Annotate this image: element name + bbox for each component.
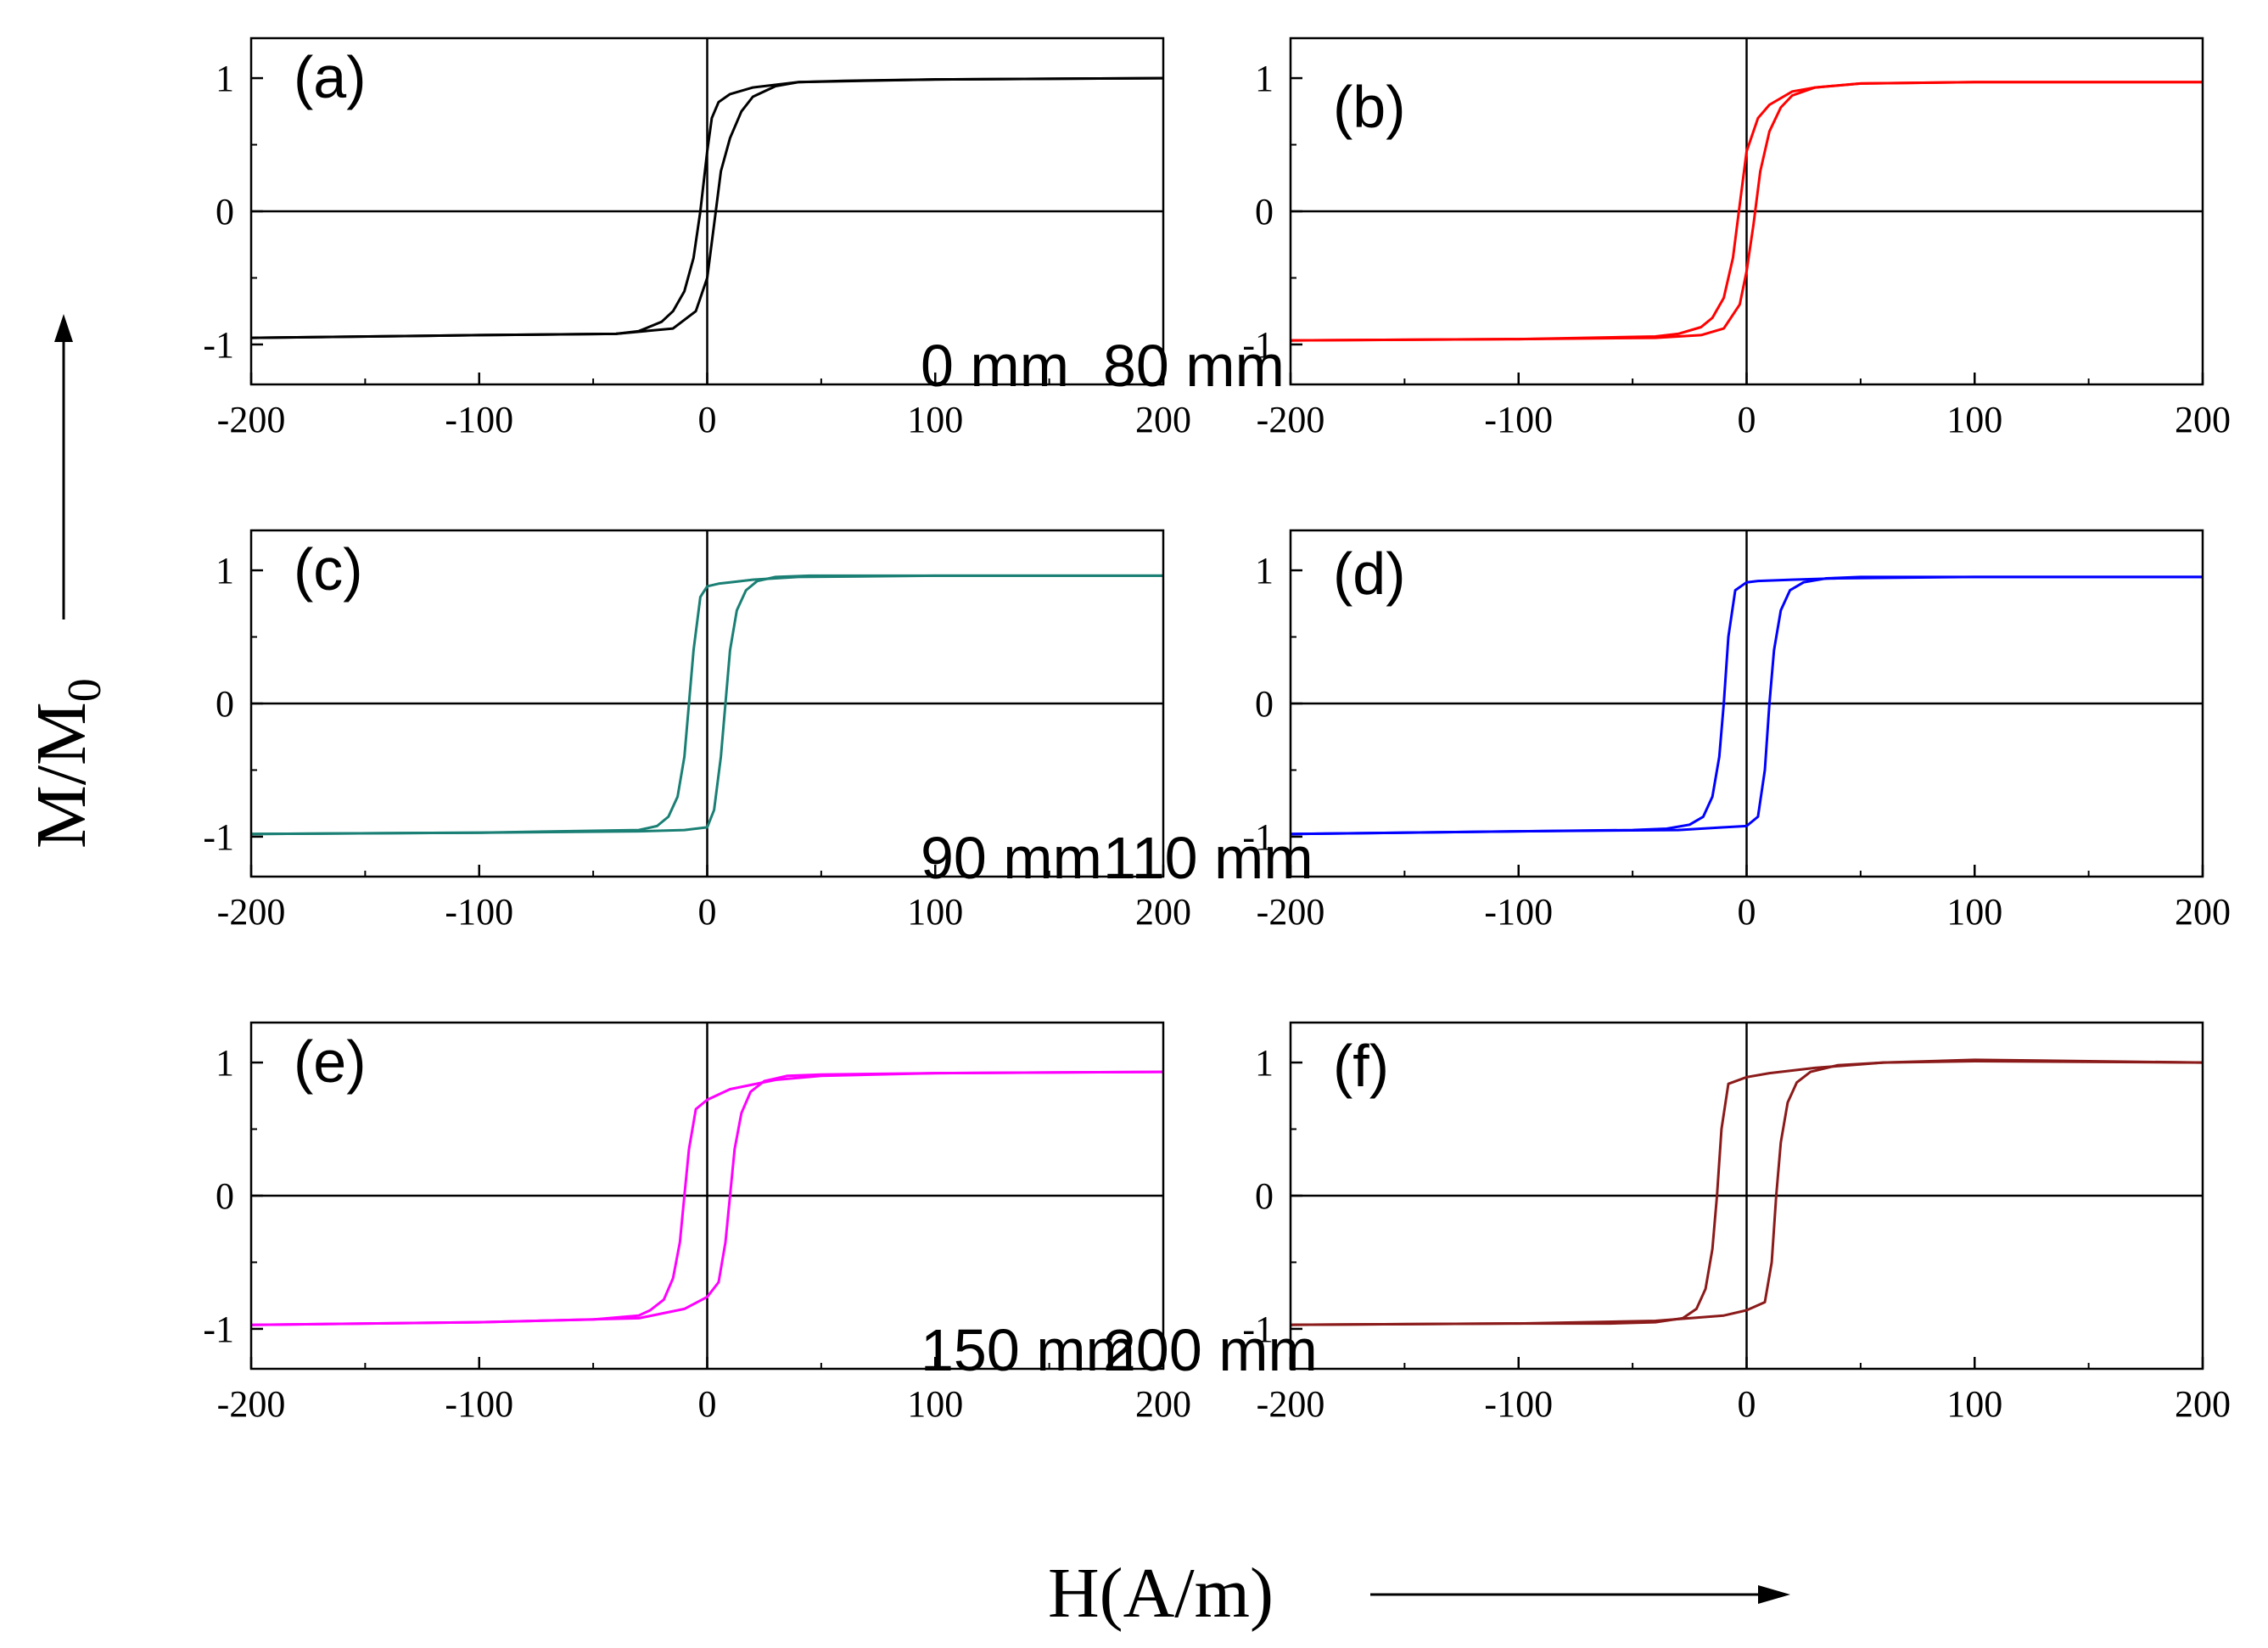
x-tick-label: 0: [1738, 891, 1756, 933]
panel-label: (a): [294, 44, 367, 110]
panel-annotation: 0 mm: [921, 333, 1069, 399]
x-tick-label: 200: [1135, 1383, 1191, 1425]
x-tick-label: 200: [1135, 891, 1191, 933]
y-tick-label: -1: [1242, 1309, 1274, 1350]
x-tick-label: -200: [1257, 891, 1325, 933]
x-tick-label: 100: [907, 891, 963, 933]
data-series-descending: [250, 1070, 1164, 1326]
y-tick-label: -1: [203, 324, 234, 366]
x-tick-label: -200: [217, 1383, 286, 1425]
y-axis-title: M/M0: [22, 678, 111, 849]
panel-annotation: 80 mm: [1103, 333, 1285, 399]
y-axis-title-subscript: 0: [59, 678, 111, 702]
y-tick-label: 1: [216, 1042, 234, 1084]
data-series-descending: [1290, 1058, 2204, 1326]
panel-label: (b): [1333, 74, 1406, 140]
x-axis-arrow-head: [1758, 1585, 1790, 1604]
chart-panel-3: -200 -100 0 100 200 -1 0 1 (c) 90 mm: [203, 529, 1191, 933]
chart-panel-6: -200 -100 0 100 200 -1 0 1 (f) 200 mm: [1103, 1021, 2231, 1425]
y-tick-label: 1: [216, 58, 234, 99]
y-tick-label: -1: [203, 1309, 234, 1350]
x-tick-label: 100: [1946, 891, 2002, 933]
chart-panel-2: -200 -100 0 100 200 -1 0 1 (b) 80 mm: [1103, 36, 2231, 440]
x-tick-label: 0: [698, 399, 717, 440]
x-tick-label: 200: [2175, 1383, 2231, 1425]
x-tick-label: -200: [217, 399, 286, 440]
y-tick-label: 1: [1255, 58, 1274, 99]
data-series-descending: [250, 76, 1164, 339]
chart-panel-4: -200 -100 0 100 200 -1 0 1 (d) 110 mm: [1103, 529, 2231, 933]
panel-label: (f): [1333, 1033, 1389, 1099]
data-series-descending: [250, 574, 1163, 836]
y-tick-label: 1: [1255, 550, 1274, 591]
y-tick-label: 0: [1255, 683, 1274, 725]
panel-annotation: 110 mm: [1103, 825, 1313, 891]
x-tick-label: 200: [2175, 399, 2231, 440]
x-axis-title: H(A/m): [1048, 1554, 1274, 1633]
y-axis-arrow-head: [54, 314, 73, 342]
x-axis-title-group: H(A/m): [1048, 1554, 1790, 1633]
x-tick-label: 0: [698, 891, 717, 933]
x-tick-label: 200: [2175, 891, 2231, 933]
x-tick-label: -200: [1257, 1383, 1325, 1425]
y-tick-label: 0: [216, 683, 234, 725]
y-tick-label: 0: [216, 1175, 234, 1217]
panel-label: (d): [1333, 541, 1406, 607]
x-tick-label: 200: [1135, 399, 1191, 440]
panel-annotation: 90 mm: [921, 825, 1102, 891]
y-tick-label: -1: [203, 816, 234, 858]
x-tick-label: -100: [445, 1383, 513, 1425]
data-series-ascending: [250, 1070, 1164, 1326]
x-tick-label: -100: [1484, 1383, 1553, 1425]
x-tick-label: -100: [445, 891, 513, 933]
y-axis-title-group: M/M0: [22, 314, 111, 849]
chart-panel-1: -200 -100 0 100 200 -1 0 1 (a) 0 mm: [203, 36, 1191, 440]
chart-panel-5: -200 -100 0 100 200 -1 0 1 (e) 150 mm: [203, 1021, 1191, 1425]
y-tick-label: 1: [1255, 1042, 1274, 1084]
panels-layer: -200 -100 0 100 200-101 (a)0 mm-200 -100 0 100 20…: [203, 36, 2231, 1425]
y-tick-label: 0: [1255, 191, 1274, 233]
x-tick-label: 0: [1738, 399, 1756, 440]
x-tick-label: 0: [1738, 1383, 1756, 1425]
panel-annotation: 150 mm: [921, 1317, 1135, 1383]
y-tick-label: 0: [1255, 1175, 1274, 1217]
panel-annotation: 200 mm: [1103, 1317, 1318, 1383]
x-tick-label: -100: [1484, 399, 1553, 440]
x-tick-label: 100: [1946, 1383, 2002, 1425]
x-tick-label: -200: [217, 891, 286, 933]
x-tick-label: 100: [907, 1383, 963, 1425]
x-tick-label: -200: [1257, 399, 1325, 440]
y-tick-label: -1: [1242, 816, 1274, 858]
x-tick-label: 0: [698, 1383, 717, 1425]
y-tick-label: 0: [216, 191, 234, 233]
x-tick-label: 100: [907, 399, 963, 440]
data-series-descending: [1290, 575, 2203, 836]
x-tick-label: 100: [1946, 399, 2002, 440]
panel-label: (e): [294, 1029, 367, 1095]
y-tick-label: -1: [1242, 324, 1274, 366]
x-tick-label: -100: [1484, 891, 1553, 933]
x-tick-label: -100: [445, 399, 513, 440]
data-series-descending: [1290, 81, 2203, 342]
y-tick-label: 1: [216, 550, 234, 591]
panel-label: (c): [294, 536, 363, 603]
